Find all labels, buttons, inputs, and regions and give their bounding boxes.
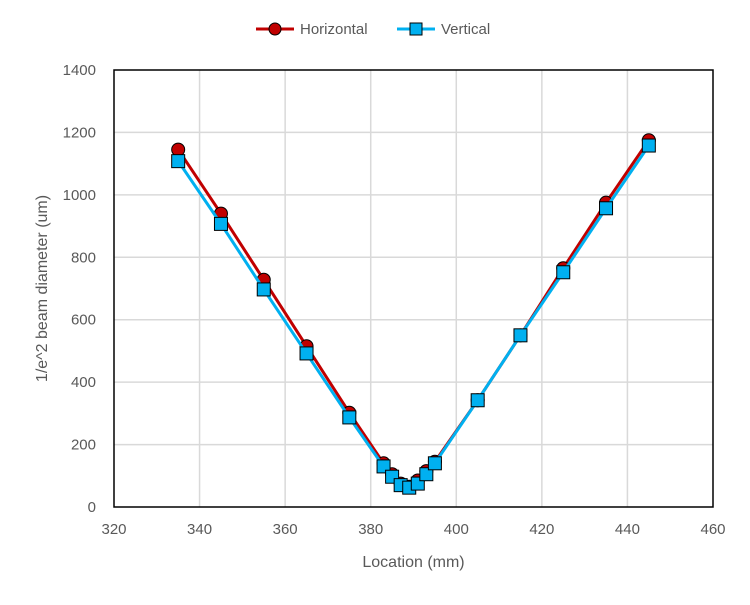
legend-label: Horizontal: [300, 21, 368, 38]
x-tick-label: 460: [700, 521, 725, 538]
y-axis-title: 1/e^2 beam diameter (um): [34, 195, 51, 382]
x-tick-label: 380: [358, 521, 383, 538]
legend-label: Vertical: [441, 21, 490, 38]
data-point: [513, 328, 528, 343]
data-point: [470, 393, 485, 408]
x-tick-label: 340: [187, 521, 212, 538]
gridlines: [114, 70, 713, 507]
data-point: [641, 138, 656, 153]
data-point: [599, 201, 614, 216]
x-tick-label: 440: [615, 521, 640, 538]
y-tick-label: 1000: [63, 187, 96, 204]
series-vertical: [171, 138, 656, 495]
y-tick-label: 1400: [63, 62, 96, 79]
data-point: [256, 282, 271, 297]
x-tick-label: 320: [101, 521, 126, 538]
data-point: [268, 22, 282, 36]
data-point: [171, 154, 186, 169]
data-point: [427, 456, 442, 471]
data-point: [419, 467, 434, 482]
y-tick-label: 1200: [63, 124, 96, 141]
plot-area: [113, 69, 714, 508]
legend-item-horizontal: Horizontal: [256, 21, 368, 38]
legend-item-vertical: Vertical: [397, 21, 490, 38]
data-point: [213, 216, 228, 231]
x-tick-label: 420: [529, 521, 554, 538]
series-horizontal: [171, 133, 656, 494]
data-point: [299, 346, 314, 361]
series-line: [176, 144, 651, 490]
y-tick-label: 600: [71, 312, 96, 329]
x-axis-title: Location (mm): [362, 554, 464, 571]
x-tick-label: 400: [444, 521, 469, 538]
data-point: [342, 410, 357, 425]
data-point: [376, 459, 391, 474]
tick-labels: 320 340 360 380 400 420 440 460 0 200 400 600 800 100…: [63, 62, 726, 538]
data-point: [556, 265, 571, 280]
y-tick-label: 800: [71, 249, 96, 266]
y-tick-label: 400: [71, 374, 96, 391]
legend: Horizontal Vertical: [256, 21, 490, 38]
y-tick-label: 0: [88, 499, 96, 516]
series-layer: [171, 133, 656, 495]
series-line: [176, 139, 651, 489]
data-point: [409, 22, 423, 36]
x-tick-label: 360: [273, 521, 298, 538]
y-tick-label: 200: [71, 437, 96, 454]
